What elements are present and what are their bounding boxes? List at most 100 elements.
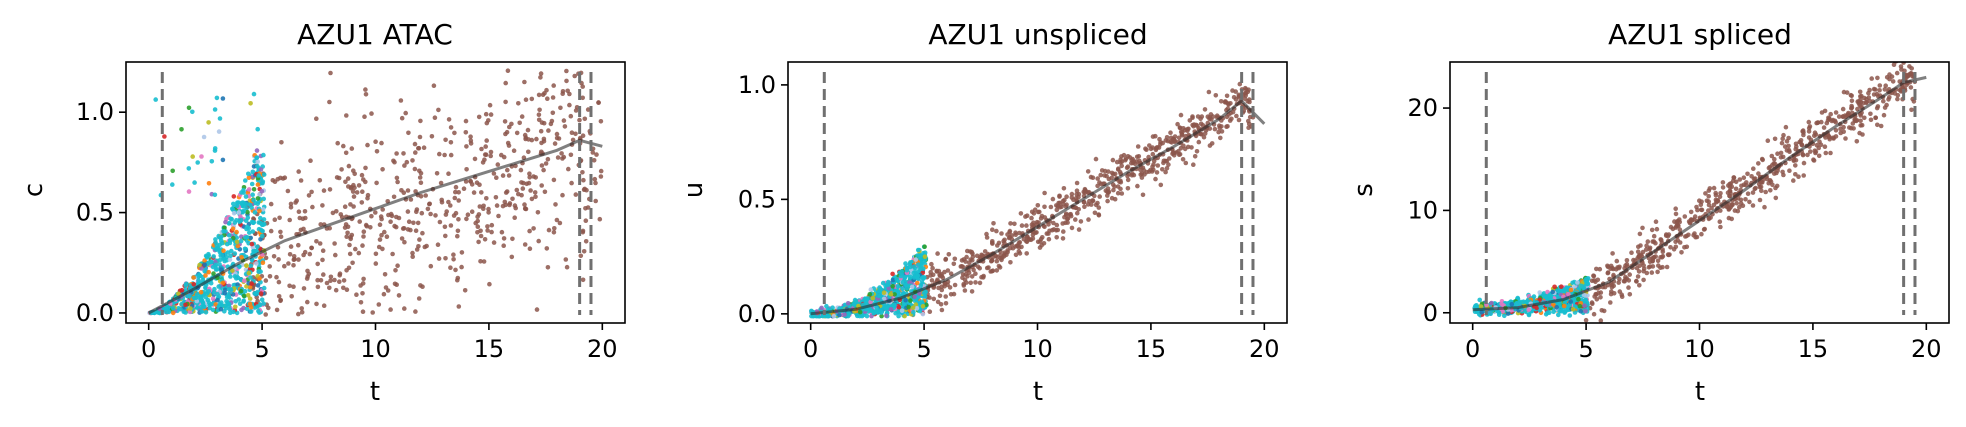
late-cell-point xyxy=(969,249,975,255)
early-cell-point xyxy=(199,154,204,159)
early-cell-point xyxy=(179,287,185,293)
late-cell-point xyxy=(1800,152,1806,158)
late-cell-point xyxy=(1019,244,1024,250)
early-cell-point xyxy=(251,187,257,192)
late-cell-point xyxy=(456,190,462,195)
late-cell-point xyxy=(994,228,999,234)
early-cell-point xyxy=(231,210,237,216)
late-cell-point xyxy=(321,303,327,309)
late-cell-point xyxy=(414,207,420,212)
late-cell-point xyxy=(464,144,469,149)
late-cell-point xyxy=(475,224,481,229)
late-cell-point xyxy=(361,234,366,239)
late-cell-point xyxy=(545,96,550,101)
early-cell-point xyxy=(260,179,266,184)
late-cell-point xyxy=(443,137,448,143)
late-cell-point xyxy=(476,212,482,217)
late-cell-point xyxy=(363,87,368,92)
late-cell-point xyxy=(377,222,383,227)
early-cell-point xyxy=(216,284,221,289)
late-cell-point xyxy=(1643,247,1649,252)
early-cell-point xyxy=(246,175,252,180)
late-cell-point xyxy=(1849,93,1854,99)
fit-line xyxy=(147,138,603,315)
early-cell-point xyxy=(215,291,220,297)
late-cell-point xyxy=(402,306,407,311)
late-cell-point xyxy=(1243,91,1249,96)
late-cell-point xyxy=(525,127,531,133)
late-cell-point xyxy=(527,175,532,180)
early-cell-point xyxy=(1559,284,1564,290)
early-cell-point xyxy=(222,291,227,296)
y-axis-label: c xyxy=(19,183,49,197)
late-cell-point xyxy=(1787,168,1792,173)
late-cell-point xyxy=(1018,211,1024,216)
late-cell-point xyxy=(296,257,301,262)
late-cell-point xyxy=(1758,184,1764,190)
late-cell-point xyxy=(337,279,342,285)
late-cell-point xyxy=(563,257,569,262)
early-cell-point xyxy=(904,286,910,291)
early-cell-point xyxy=(907,264,913,270)
late-cell-point xyxy=(1125,173,1130,179)
late-cell-point xyxy=(948,292,954,297)
late-cell-point xyxy=(1602,284,1608,290)
early-cell-point xyxy=(203,273,208,278)
late-cell-point xyxy=(417,134,423,140)
late-cell-point xyxy=(1677,227,1683,232)
late-cell-point xyxy=(1636,269,1642,274)
early-cell-point xyxy=(218,306,224,312)
early-cell-point xyxy=(1576,296,1581,302)
x-axis-label: t xyxy=(1695,377,1705,407)
late-cell-point xyxy=(561,118,567,123)
late-cell-point xyxy=(1098,172,1103,178)
x-tick-label: 5 xyxy=(1578,335,1593,363)
late-cell-point xyxy=(1759,188,1764,194)
late-cell-point xyxy=(1054,235,1059,240)
late-cell-point xyxy=(1089,202,1094,207)
late-cell-point xyxy=(927,295,932,300)
late-cell-point xyxy=(1158,182,1164,188)
late-cell-point xyxy=(1112,171,1118,177)
late-cell-point xyxy=(410,250,415,256)
late-cell-point xyxy=(929,261,934,267)
late-cell-point xyxy=(527,246,533,251)
late-cell-point xyxy=(418,171,424,176)
late-cell-point xyxy=(1213,93,1219,98)
late-cell-point xyxy=(1065,216,1071,221)
early-cell-point xyxy=(191,275,196,280)
late-cell-point xyxy=(486,206,491,212)
late-cell-point xyxy=(1611,291,1617,296)
late-cell-point xyxy=(309,245,315,251)
late-cell-point xyxy=(583,239,589,244)
early-cell-point xyxy=(224,241,230,247)
scatter-points xyxy=(147,68,604,317)
late-cell-point xyxy=(1635,274,1641,279)
late-cell-point xyxy=(1024,251,1029,256)
late-cell-point xyxy=(591,158,597,163)
late-cell-point xyxy=(494,203,500,208)
late-cell-point xyxy=(401,190,407,195)
early-cell-point xyxy=(231,235,236,241)
late-cell-point xyxy=(577,117,582,123)
late-cell-point xyxy=(1187,118,1193,123)
late-cell-point xyxy=(1024,223,1029,228)
late-cell-point xyxy=(1626,285,1631,290)
early-cell-point xyxy=(236,297,242,302)
late-cell-point xyxy=(1682,245,1687,250)
late-cell-point xyxy=(349,146,355,151)
late-cell-point xyxy=(516,191,521,197)
early-cell-point xyxy=(912,298,918,304)
late-cell-point xyxy=(294,198,300,203)
late-cell-point xyxy=(1096,205,1102,210)
late-cell-point xyxy=(1867,87,1872,93)
late-cell-point xyxy=(585,107,591,112)
late-cell-point xyxy=(350,260,355,266)
early-cell-point xyxy=(202,258,207,263)
early-cell-point xyxy=(258,215,263,221)
early-cell-point xyxy=(206,120,211,125)
late-cell-point xyxy=(353,246,358,252)
early-cell-point xyxy=(888,307,894,312)
late-cell-point xyxy=(551,177,557,183)
late-cell-point xyxy=(1112,184,1117,189)
